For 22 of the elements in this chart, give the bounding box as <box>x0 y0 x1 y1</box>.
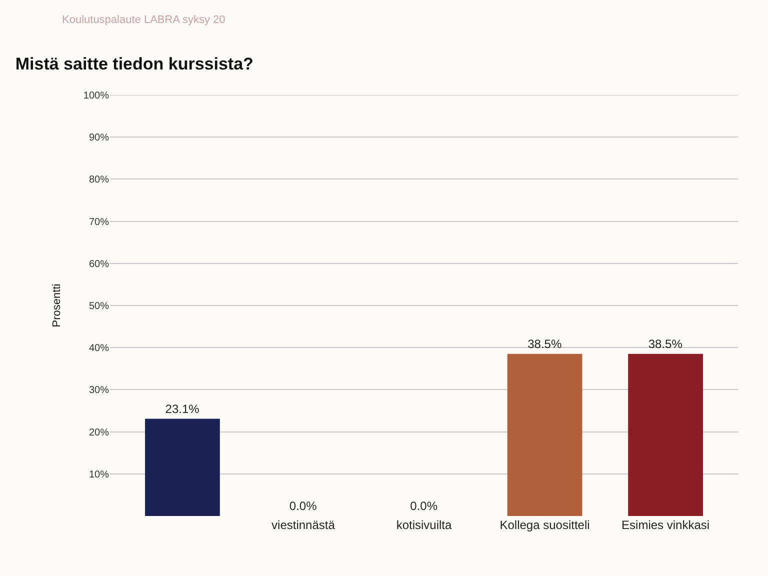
chart-title: Mistä saitte tiedon kurssista? <box>15 54 254 74</box>
x-tick-label: Kollega suositteli <box>500 518 590 532</box>
x-tick-label: viestinnästä <box>272 518 336 532</box>
y-tick-label: 30% <box>88 385 110 396</box>
y-tick-label: 90% <box>88 132 110 144</box>
y-tick-label: 80% <box>88 174 110 186</box>
y-tick-label: 100% <box>83 90 110 102</box>
data-label: 38.5% <box>648 336 683 351</box>
y-tick-label: 50% <box>88 301 110 312</box>
y-axis-title: Prosentti <box>51 284 64 328</box>
y-tick-label: 60% <box>88 258 110 270</box>
data-label: 0.0% <box>410 499 438 513</box>
data-label: 23.1% <box>165 402 200 416</box>
data-label: 0.0% <box>289 499 318 513</box>
y-tick-label: 70% <box>88 216 110 228</box>
data-label: 38.5% <box>528 336 562 351</box>
y-tick-label: 40% <box>88 343 110 354</box>
text: Koulutuspalaute LABRA syksy 20 <box>62 14 226 26</box>
y-tick-label: 20% <box>88 427 110 438</box>
y-tick-label: 10% <box>88 469 110 480</box>
x-tick-label: kotisivuilta <box>396 518 452 532</box>
x-tick-label: Esimies vinkkasi <box>622 518 710 532</box>
